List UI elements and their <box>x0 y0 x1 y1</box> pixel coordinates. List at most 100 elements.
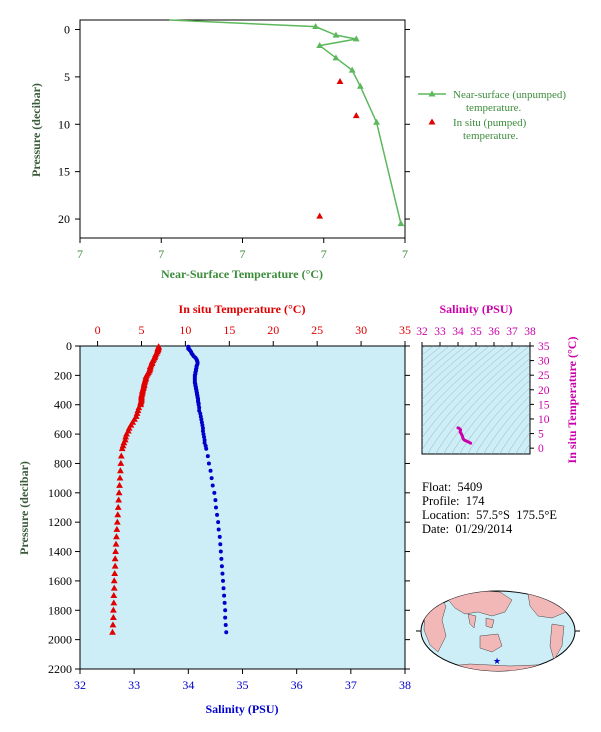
salinity-point <box>213 505 218 510</box>
temperature-point <box>110 591 118 598</box>
ts-salinity-tick-label: 35 <box>470 326 482 338</box>
ts-profile-curve <box>456 426 473 445</box>
near-surface-y-tick-label: 10 <box>58 117 70 131</box>
ts-right-axis-title: In situ Temperature (°C) <box>565 337 579 464</box>
ts-density-contours <box>422 346 530 454</box>
salinity-bottom-tick-label: 35 <box>237 678 249 692</box>
ts-density-contour <box>515 432 530 454</box>
salinity-point <box>223 622 228 627</box>
temperature-top-tick-label: 5 <box>138 323 144 337</box>
salinity-bottom-tick-label: 38 <box>399 678 411 692</box>
legend-insitu-label: In situ (pumped) temperature. <box>453 117 527 142</box>
near-surface-x-tick-label: 7 <box>240 247 246 261</box>
float-location-star-icon: ★ <box>493 656 501 666</box>
profile-y-tick-label: 200 <box>54 368 72 382</box>
salinity-point <box>223 608 228 613</box>
temperature-point <box>112 547 119 554</box>
temperature-point <box>117 459 125 466</box>
temperature-top-tick-label: 25 <box>311 323 323 337</box>
temperature-top-ticks: 0 5 10 15 20 25 30 35 <box>95 323 411 346</box>
salinity-point <box>212 490 217 495</box>
salinity-bottom-tick-label: 34 <box>182 678 194 692</box>
salinity-point <box>218 549 223 554</box>
ts-plot-area <box>421 345 531 455</box>
salinity-point <box>210 483 215 488</box>
ts-density-contour <box>422 346 450 370</box>
temperature-top-tick-label: 15 <box>223 323 235 337</box>
ts-density-contour <box>422 346 442 363</box>
ts-temperature-tick-label: 0 <box>538 443 544 455</box>
temperature-top-axis-title: In situ Temperature (°C) <box>179 302 306 316</box>
salinity-point <box>217 534 222 539</box>
salinity-point <box>223 615 228 620</box>
profile-y-tick-label: 1800 <box>48 603 72 617</box>
ts-density-contour <box>422 346 514 439</box>
near-surface-y-tick-label: 15 <box>58 165 70 179</box>
near-surface-y-ticks: 0 5 10 15 20 <box>58 22 410 226</box>
temperature-point <box>112 540 120 547</box>
temperature-point <box>111 562 119 569</box>
profile-number: Profile: 174 <box>422 494 485 508</box>
salinity-point <box>221 586 226 591</box>
salinity-point <box>213 498 218 503</box>
ts-density-contour <box>499 412 530 454</box>
ts-salinity-tick-label: 34 <box>452 326 464 338</box>
profile-y-tick-label: 2200 <box>48 662 72 676</box>
insitu-pumped-series-markers <box>316 78 360 219</box>
temperature-point <box>114 503 122 510</box>
ts-temperature-tick-label: 30 <box>538 356 550 368</box>
near-surface-chart: 0 5 10 15 20 7 7 7 7 7 Near-Surface Temperature … <box>29 19 566 281</box>
ts-density-contour <box>427 346 530 454</box>
salinity-point <box>204 446 209 451</box>
profile-y-axis-label: Pressure (decibar) <box>17 461 31 555</box>
world-map: ★ <box>416 590 580 672</box>
near-surface-legend: Near-surface (unpumped) temperature. In s… <box>418 89 566 142</box>
float-number: Float: 5409 <box>422 480 483 494</box>
ts-density-contour <box>443 358 530 454</box>
temperature-point <box>115 496 123 503</box>
near-surface-x-tick-label: 7 <box>158 247 164 261</box>
ts-density-contour <box>422 346 490 409</box>
salinity-bottom-tick-label: 37 <box>345 678 357 692</box>
ts-density-contour <box>422 346 482 400</box>
ts-top-axis-title: Salinity (PSU) <box>439 302 512 316</box>
near-surface-x-tick-label: 7 <box>77 247 83 261</box>
temperature-point <box>118 445 126 452</box>
ts-density-contour <box>467 379 530 454</box>
salinity-bottom-ticks: 32 33 34 35 36 37 38 <box>74 669 411 692</box>
temperature-point <box>110 599 118 606</box>
profile-y-tick-label: 1400 <box>48 545 72 559</box>
salinity-point <box>206 461 211 466</box>
profile-y-tick-label: 1600 <box>48 574 72 588</box>
salinity-bottom-axis-title: Salinity (PSU) <box>205 702 278 716</box>
profile-chart: 0200400600800100012001400160018002000220… <box>17 302 411 716</box>
salinity-point <box>202 437 207 442</box>
ts-temperature-tick-label: 10 <box>538 414 550 426</box>
near-surface-point <box>397 220 405 227</box>
profile-y-tick-label: 2000 <box>48 633 72 647</box>
temperature-point <box>117 467 124 474</box>
salinity-profile-points <box>186 344 229 635</box>
temperature-top-tick-label: 30 <box>355 323 367 337</box>
legend-near-surface-label: Near-surface (unpumped) temperature. <box>453 89 566 114</box>
insitu-pumped-point <box>352 112 360 119</box>
temperature-top-tick-label: 0 <box>95 323 101 337</box>
profile-y-tick-label: 1000 <box>48 486 72 500</box>
profile-y-tick-label: 1200 <box>48 515 72 529</box>
ts-temperature-tick-label: 15 <box>538 399 550 411</box>
temperature-point <box>110 577 118 584</box>
salinity-point <box>222 600 227 605</box>
salinity-bottom-tick-label: 36 <box>291 678 303 692</box>
temperature-point <box>113 525 121 532</box>
salinity-bottom-tick-label: 33 <box>128 678 140 692</box>
ts-salinity-tick-label: 36 <box>488 326 500 338</box>
legend-triangle-red-icon <box>428 118 436 125</box>
temperature-profile-points <box>109 343 163 635</box>
profile-y-tick-label: 400 <box>54 398 72 412</box>
ts-density-contour <box>422 346 498 418</box>
ts-salinity-tick-label: 38 <box>524 326 536 338</box>
ts-density-contour <box>422 346 458 377</box>
legend-triangle-green-icon <box>428 90 436 97</box>
salinity-point <box>216 520 221 525</box>
salinity-point <box>216 527 221 532</box>
